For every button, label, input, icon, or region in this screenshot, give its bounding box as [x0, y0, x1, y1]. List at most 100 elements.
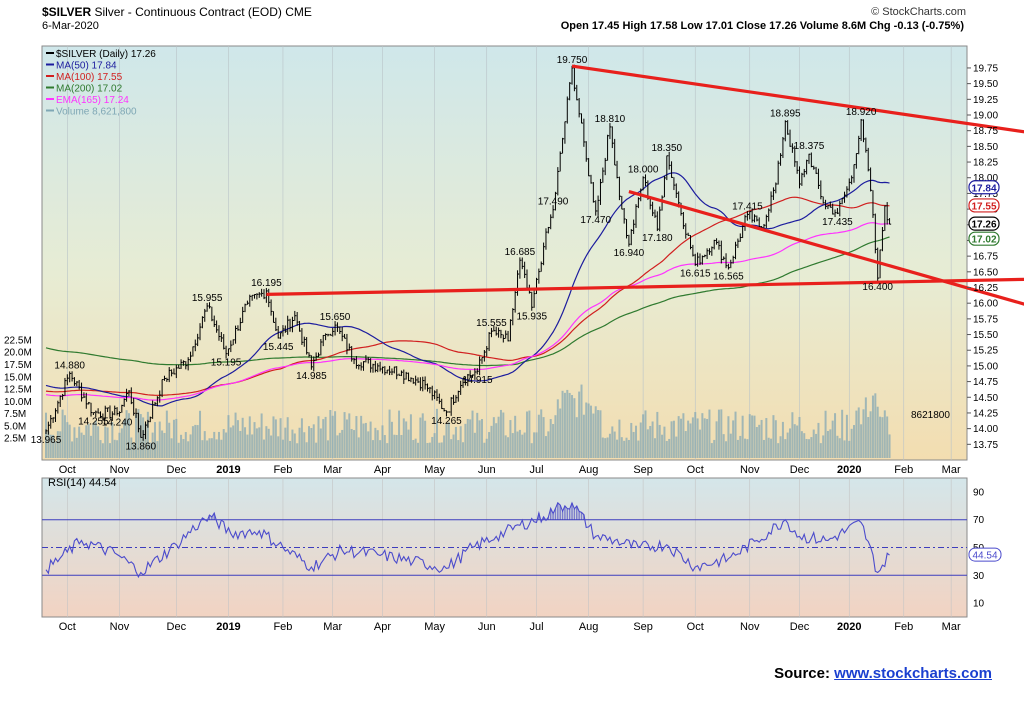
volume-bar: [597, 410, 600, 458]
volume-bar: [379, 440, 382, 458]
volume-bar: [656, 411, 659, 458]
volume-tick-label: 12.5M: [4, 385, 32, 396]
price-annotation: 17.435: [822, 217, 853, 228]
source-note: Source: www.stockcharts.com: [774, 665, 992, 682]
volume-bar: [488, 432, 491, 458]
volume-bar: [258, 427, 261, 458]
volume-bar: [350, 428, 353, 458]
legend-label: MA(100) 17.55: [56, 72, 123, 83]
volume-bar: [345, 419, 348, 458]
volume-bar: [765, 418, 768, 458]
volume-bar: [663, 426, 666, 458]
price-tick-label: 13.75: [973, 440, 998, 451]
volume-bar: [303, 432, 306, 458]
volume-bar: [236, 420, 239, 458]
volume-bar: [405, 421, 408, 458]
quote-summary: Open 17.45 High 17.58 Low 17.01 Close 17…: [560, 20, 964, 32]
date-tick-label: Feb: [273, 621, 292, 633]
date-tick-label: 2019: [216, 621, 240, 633]
ma-badge-label: 17.84: [971, 183, 996, 194]
date-tick-label: Nov: [110, 621, 130, 633]
volume-bar: [497, 416, 500, 458]
volume-bar: [691, 417, 694, 458]
volume-bar: [841, 409, 844, 458]
volume-bar: [864, 397, 867, 458]
volume-bar: [483, 442, 486, 458]
volume-bar: [158, 421, 161, 458]
volume-bar: [246, 434, 249, 458]
volume-bar: [49, 434, 52, 458]
volume-bar: [156, 441, 159, 458]
legend-label: Volume 8,621,800: [56, 107, 137, 118]
volume-bar: [227, 415, 230, 458]
date-tick-label: Aug: [579, 464, 599, 476]
volume-bar: [144, 423, 147, 458]
volume-bar: [208, 438, 211, 458]
ma-badge-label: 17.26: [971, 220, 996, 231]
volume-bar: [561, 390, 564, 458]
volume-bar: [767, 437, 770, 458]
date-tick-label: Aug: [579, 621, 599, 633]
date-tick-label: Mar: [942, 464, 961, 476]
legend-label: MA(50) 17.84: [56, 61, 117, 72]
date-tick-label: Feb: [894, 464, 913, 476]
volume-bar: [376, 430, 379, 458]
volume-bar: [800, 431, 803, 458]
volume-bar: [495, 423, 498, 458]
volume-bar: [151, 432, 154, 458]
volume-bar: [459, 426, 462, 458]
volume-bar: [220, 439, 223, 458]
volume-bar: [407, 429, 410, 458]
volume-bar: [421, 413, 424, 458]
date-tick-label: 2019: [216, 464, 240, 476]
volume-tick-label: 10.0M: [4, 397, 32, 408]
volume-bar: [180, 434, 183, 458]
volume-bar: [457, 440, 460, 458]
volume-bar: [381, 425, 384, 458]
volume-bar: [286, 417, 289, 458]
volume-bar: [739, 435, 742, 458]
volume-bar: [454, 426, 457, 458]
volume-tick-label: 15.0M: [4, 372, 32, 383]
volume-bar: [348, 413, 351, 458]
source-link[interactable]: www.stockcharts.com: [834, 665, 992, 682]
price-annotation: 13.860: [125, 441, 156, 452]
volume-bar: [355, 416, 358, 458]
volume-bar: [696, 418, 699, 458]
volume-bar: [625, 437, 628, 458]
volume-bar: [815, 433, 818, 458]
volume-bar: [722, 434, 725, 458]
volume-bar: [87, 423, 90, 458]
price-tick-label: 15.75: [973, 314, 998, 325]
volume-bar: [620, 437, 623, 458]
volume-bar: [850, 428, 853, 458]
volume-bar: [386, 443, 389, 458]
volume-bar: [182, 439, 185, 458]
volume-bar: [68, 424, 71, 458]
volume-bar: [566, 389, 569, 458]
volume-bar: [47, 431, 50, 458]
ma-badge: [968, 198, 1000, 213]
volume-bar: [784, 439, 787, 458]
volume-bar: [402, 418, 405, 458]
volume-bar: [97, 426, 100, 458]
volume-bar: [464, 423, 467, 458]
volume-bar: [589, 405, 592, 458]
rsi-panel: 103050709044.54 OctNovDec2019FebMarAprMa…: [41, 477, 1002, 633]
volume-bar: [549, 419, 552, 458]
price-panel-background: [41, 45, 968, 461]
volume-bar: [462, 442, 465, 458]
volume-bar: [341, 429, 344, 458]
volume-bar: [213, 431, 216, 458]
price-tick-label: 19.50: [973, 79, 998, 90]
price-annotation: 15.935: [516, 311, 547, 322]
price-tick-label: 16.50: [973, 267, 998, 278]
price-annotation: 16.685: [505, 247, 536, 258]
volume-bar: [578, 391, 581, 458]
volume-bar: [203, 431, 206, 458]
volume-bar: [239, 430, 242, 458]
volume-bar: [426, 442, 429, 458]
volume-bar: [793, 424, 796, 458]
price-tick-label: 18.75: [973, 126, 998, 137]
price-annotation: 18.810: [595, 114, 626, 125]
